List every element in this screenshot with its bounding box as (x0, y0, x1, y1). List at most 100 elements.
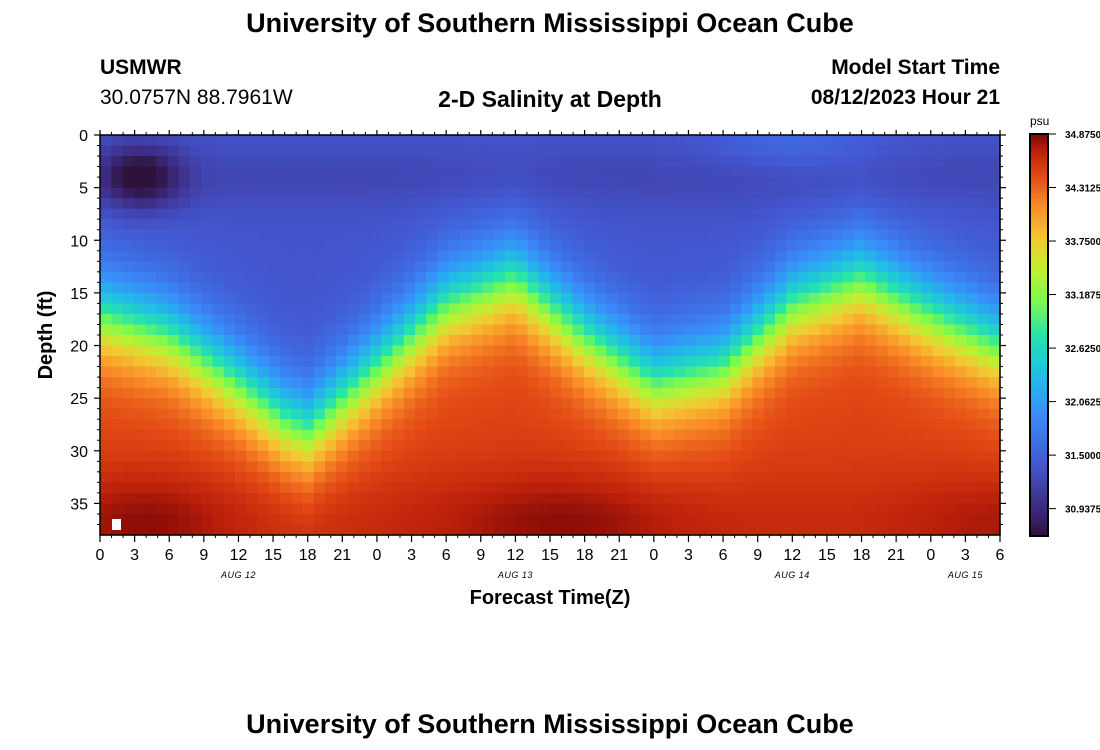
heatmap-cell (381, 135, 394, 147)
heatmap-cell (977, 450, 990, 462)
heatmap-cell (831, 503, 844, 515)
heatmap-cell (977, 513, 990, 526)
heatmap-cell (820, 229, 832, 241)
heatmap-cell (201, 419, 214, 431)
heatmap-cell (640, 166, 652, 178)
heatmap-cell (190, 419, 202, 431)
heatmap-cell (651, 398, 664, 410)
heatmap-cell (595, 166, 607, 178)
heatmap-cell (583, 450, 596, 462)
heatmap-cell (347, 398, 360, 410)
heatmap-cell (133, 482, 146, 494)
heatmap-cell (786, 335, 799, 347)
heatmap-cell (932, 135, 945, 147)
heatmap-cell (898, 408, 911, 420)
heatmap-cell (966, 303, 979, 315)
heatmap-cell (786, 198, 799, 210)
heatmap-cell (325, 187, 337, 199)
heatmap-cell (583, 166, 596, 178)
heatmap-cell (100, 250, 112, 262)
heatmap-cell (820, 313, 832, 326)
heatmap-cell (651, 419, 664, 431)
heatmap-cell (876, 156, 889, 168)
heatmap-cell (156, 282, 169, 294)
heatmap-cell (730, 261, 742, 273)
heatmap-cell (662, 450, 675, 462)
heatmap-cell (763, 313, 776, 326)
heatmap-cell (381, 450, 394, 462)
heatmap-cell (302, 156, 315, 168)
heatmap-cell (730, 513, 742, 526)
heatmap-cell (280, 313, 292, 326)
heatmap-cell (910, 440, 922, 452)
heatmap-cell (280, 261, 292, 273)
heatmap-cell (201, 440, 214, 452)
heatmap-cell (347, 461, 360, 473)
heatmap-cell (268, 145, 281, 157)
heatmap-cell (842, 356, 855, 368)
heatmap-cell (505, 345, 517, 357)
heatmap-cell (988, 461, 1001, 473)
heatmap-cell (235, 492, 247, 505)
heatmap-cell (583, 187, 596, 199)
heatmap-cell (347, 198, 360, 210)
heatmap-cell (628, 492, 641, 505)
heatmap-cell (246, 513, 259, 526)
heatmap-cell (538, 282, 551, 294)
heatmap-cell (932, 471, 945, 483)
heatmap-cell (763, 429, 776, 441)
heatmap-cell (178, 135, 191, 147)
heatmap-cell (156, 303, 169, 315)
heatmap-cell (358, 303, 371, 315)
heatmap-cell (966, 135, 979, 147)
heatmap-cell (820, 524, 832, 536)
heatmap-cell (212, 292, 225, 305)
heatmap-cell (943, 271, 956, 283)
heatmap-cell (797, 408, 810, 420)
heatmap-cell (628, 250, 641, 262)
heatmap-cell (122, 377, 135, 389)
heatmap-cell (302, 187, 315, 199)
heatmap-cell (347, 429, 360, 441)
heatmap-cell (538, 492, 551, 505)
heatmap-cell (561, 387, 574, 399)
heatmap-cell (460, 408, 472, 420)
heatmap-cell (718, 408, 731, 420)
heatmap-cell (392, 261, 405, 273)
heatmap-cell (178, 503, 191, 515)
heatmap-cell (527, 345, 540, 357)
heatmap-cell (820, 471, 832, 483)
heatmap-cell (718, 366, 731, 378)
heatmap-cell (325, 303, 337, 315)
heatmap-cell (673, 419, 686, 431)
heatmap-cell (415, 419, 427, 431)
heatmap-cell (808, 166, 821, 178)
heatmap-cell (853, 429, 866, 441)
heatmap-cell (651, 219, 664, 231)
heatmap-cell (651, 324, 664, 336)
heatmap-cell (831, 419, 844, 431)
heatmap-cell (347, 156, 360, 168)
heatmap-cell (460, 398, 472, 410)
heatmap-cell (201, 366, 214, 378)
x-tick-label: 0 (372, 547, 381, 564)
heatmap-cell (741, 240, 754, 252)
heatmap-cell (887, 208, 900, 220)
heatmap-cell (988, 429, 1001, 441)
heatmap-cell (831, 513, 844, 526)
heatmap-cell (763, 156, 776, 168)
heatmap-cell (325, 177, 337, 189)
heatmap-cell (606, 398, 619, 410)
heatmap-cell (471, 282, 484, 294)
heatmap-cell (302, 282, 315, 294)
heatmap-cell (673, 198, 686, 210)
heatmap-cell (741, 313, 754, 326)
heatmap-cell (988, 208, 1001, 220)
heatmap-cell (640, 387, 652, 399)
heatmap-cell (651, 429, 664, 441)
heatmap-cell (550, 177, 562, 189)
heatmap-cell (583, 345, 596, 357)
heatmap-cell (246, 335, 259, 347)
heatmap-cell (685, 198, 697, 210)
heatmap-cell (820, 166, 832, 178)
